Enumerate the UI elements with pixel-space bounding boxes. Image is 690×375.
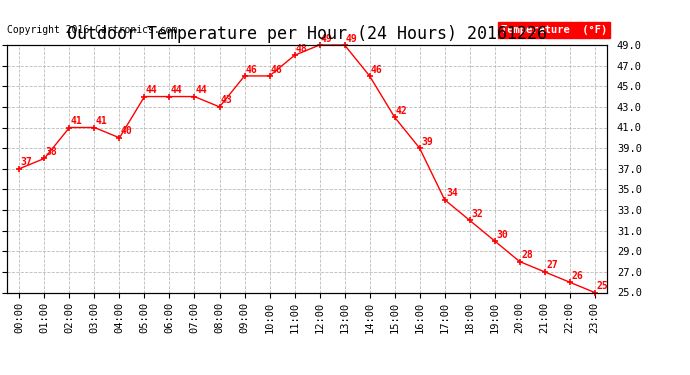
- Text: 41: 41: [96, 116, 108, 126]
- Text: 32: 32: [471, 209, 483, 219]
- Text: 44: 44: [171, 85, 183, 95]
- Text: 26: 26: [571, 271, 583, 281]
- Text: 48: 48: [296, 44, 308, 54]
- Text: 43: 43: [221, 96, 233, 105]
- Text: 27: 27: [546, 261, 558, 270]
- Text: 46: 46: [371, 64, 383, 75]
- Text: 44: 44: [146, 85, 157, 95]
- Text: 28: 28: [521, 250, 533, 260]
- Text: 40: 40: [121, 126, 132, 136]
- Text: 30: 30: [496, 230, 508, 240]
- Text: 46: 46: [246, 64, 257, 75]
- Text: Temperature  (°F): Temperature (°F): [501, 25, 607, 35]
- Text: 34: 34: [446, 188, 457, 198]
- Text: 41: 41: [71, 116, 83, 126]
- Text: 42: 42: [396, 106, 408, 116]
- Text: 37: 37: [21, 158, 32, 167]
- Text: 49: 49: [346, 34, 357, 44]
- Text: 44: 44: [196, 85, 208, 95]
- Text: 46: 46: [271, 64, 283, 75]
- Text: 38: 38: [46, 147, 57, 157]
- Text: 39: 39: [421, 137, 433, 147]
- Text: 49: 49: [321, 34, 333, 44]
- Title: Outdoor Temperature per Hour (24 Hours) 20161226: Outdoor Temperature per Hour (24 Hours) …: [67, 26, 547, 44]
- Text: 25: 25: [596, 281, 608, 291]
- Text: Copyright 2016 Cartronics.com: Copyright 2016 Cartronics.com: [7, 25, 177, 35]
